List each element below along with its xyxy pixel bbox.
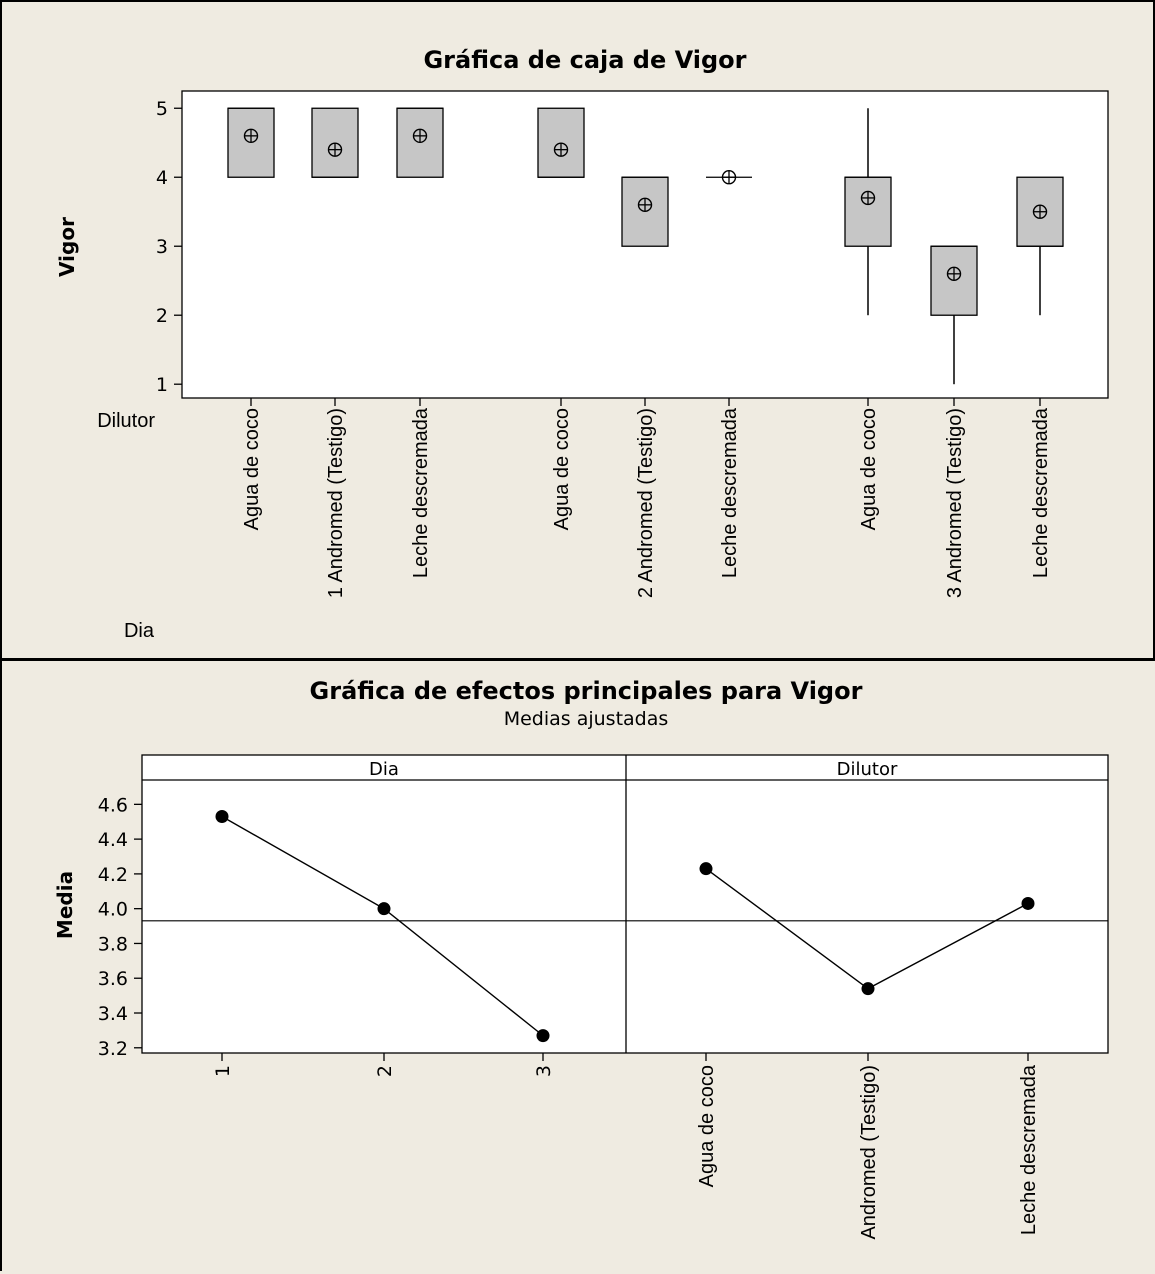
box-category-label: 1 Andromed (Testigo) — [325, 408, 347, 598]
effects-y-tick-label: 3.6 — [98, 968, 128, 990]
main-effects-title: Gráfica de efectos principales para Vigo… — [310, 677, 863, 705]
main-effects-subtitle: Medias ajustadas — [504, 708, 669, 730]
box-dia1-3 — [396, 107, 444, 178]
effects-y-tick-label: 4.6 — [98, 794, 128, 816]
effects-point — [699, 862, 713, 876]
box-category-label: Leche descremada — [410, 407, 432, 578]
box-y-tick-label: 4 — [156, 167, 168, 189]
effects-y-tick-label: 3.2 — [98, 1038, 128, 1060]
box-y-tick-label: 5 — [156, 98, 168, 120]
box-category-label: Agua de coco — [241, 408, 263, 530]
box-plot-y-axis-title: Vigor — [55, 217, 79, 277]
box-body — [844, 176, 892, 247]
box-plot-panel: Gráfica de caja de Vigor Vigor Dilutor D… — [0, 0, 1155, 660]
box-dia1-2 — [311, 107, 359, 178]
effects-category-label: Leche descremada — [1018, 1064, 1040, 1235]
box-dia3-3 — [1016, 176, 1064, 316]
box-dia1-1 — [227, 107, 275, 178]
box-dia3-2 — [930, 245, 978, 385]
effects-point — [1021, 896, 1035, 910]
effects-point — [377, 902, 391, 916]
box-plot-title: Gráfica de caja de Vigor — [423, 46, 746, 74]
box-category-label: Leche descremada — [719, 407, 741, 578]
box-y-tick-label: 3 — [156, 236, 168, 258]
effects-category-label: Agua de coco — [696, 1065, 718, 1187]
effects-y-tick-label: 4.0 — [98, 899, 128, 921]
main-effects-y-axis-title: Media — [53, 871, 77, 939]
box-y-tick-label: 1 — [156, 374, 168, 396]
effects-category-label: 2 — [374, 1065, 396, 1077]
dia-factor-label: Dia — [124, 620, 155, 642]
box-category-label: 2 Andromed (Testigo) — [635, 408, 657, 598]
effects-y-tick-label: 3.4 — [98, 1003, 128, 1025]
box-dia2-2 — [621, 176, 669, 247]
box-category-label: Agua de coco — [551, 408, 573, 530]
main-effects-panel: Gráfica de efectos principales para Vigo… — [0, 658, 1155, 1271]
box-dia2-3 — [706, 170, 752, 185]
effects-y-tick-label: 4.2 — [98, 864, 128, 886]
box-plot-chart: Gráfica de caja de Vigor Vigor Dilutor D… — [55, 46, 1109, 642]
effects-category-label: 3 — [533, 1065, 555, 1077]
box-dia2-1 — [537, 107, 585, 178]
strip-label-dia: Dia — [369, 759, 399, 780]
box-y-tick-label: 2 — [156, 305, 168, 327]
box-category-label: 3 Andromed (Testigo) — [944, 408, 966, 598]
box-category-label: Agua de coco — [858, 408, 880, 530]
effects-point — [861, 982, 875, 996]
box-dia3-1 — [844, 108, 892, 316]
main-effects-chart: Gráfica de efectos principales para Vigo… — [53, 677, 1109, 1240]
effects-y-tick-label: 4.4 — [98, 829, 128, 851]
main-effects-plot-area — [141, 754, 1109, 1054]
effects-category-label: Andromed (Testigo) — [858, 1065, 880, 1240]
box-category-label: Leche descremada — [1030, 407, 1052, 578]
effects-category-label: 1 — [212, 1065, 234, 1077]
strip-label-dilutor: Dilutor — [837, 759, 898, 780]
dilutor-factor-label: Dilutor — [97, 410, 155, 432]
effects-point — [215, 810, 229, 824]
effects-point — [536, 1029, 550, 1043]
effects-y-tick-label: 3.8 — [98, 933, 128, 955]
